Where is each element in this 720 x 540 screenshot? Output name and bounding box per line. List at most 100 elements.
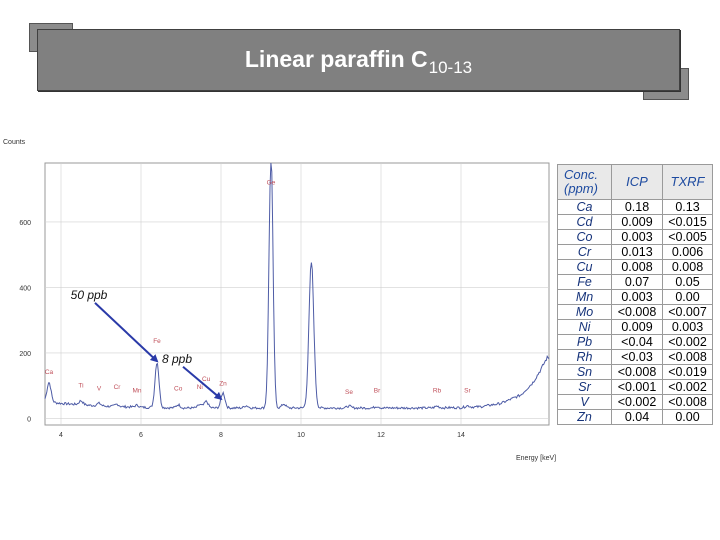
table-row: Sn <0.008 <0.019: [557, 364, 713, 380]
element-label: Fe: [153, 338, 161, 345]
concentration-table: Conc. (ppm) ICP TXRF Ca 0.18 0.13 Cd 0.009 <0…: [557, 164, 713, 425]
txrf-value: 0.05: [662, 274, 713, 290]
txrf-value: <0.007: [662, 304, 713, 320]
element-cell: V: [557, 394, 612, 410]
element-label: Sr: [464, 387, 471, 394]
icp-value: <0.03: [611, 349, 663, 365]
table-row: V <0.002 <0.008: [557, 394, 713, 410]
txrf-value: <0.002: [662, 334, 713, 350]
slide-title: Linear paraffin C10-13: [38, 46, 679, 78]
icp-value: <0.008: [611, 364, 663, 380]
table-row: Cr 0.013 0.006: [557, 244, 713, 260]
element-cell: Fe: [557, 274, 612, 290]
x-tick-label: 4: [59, 432, 63, 439]
table-row: Zn 0.04 0.00: [557, 409, 713, 425]
element-label: Br: [374, 387, 381, 394]
x-tick-label: 10: [297, 432, 305, 439]
table-row: Mn 0.003 0.00: [557, 289, 713, 305]
txrf-value: 0.003: [662, 319, 713, 335]
spectrum-line: [44, 162, 550, 411]
table-row: Pb <0.04 <0.002: [557, 334, 713, 350]
element-label: V: [97, 386, 102, 393]
element-label: Cu: [202, 376, 211, 383]
icp-value: <0.008: [611, 304, 663, 320]
element-cell: Ni: [557, 319, 612, 335]
annotation-arrow: [182, 366, 223, 401]
txrf-value: 0.00: [662, 289, 713, 305]
x-axis-label: Energy [keV]: [516, 455, 556, 462]
y-tick-label: 0: [27, 416, 31, 423]
icp-value: 0.003: [611, 229, 663, 245]
txrf-value: 0.006: [662, 244, 713, 260]
element-label: Ni: [197, 384, 203, 391]
icp-value: 0.008: [611, 259, 663, 275]
table-row: Ni 0.009 0.003: [557, 319, 713, 335]
x-tick-label: 14: [457, 432, 465, 439]
table-row: Sr <0.001 <0.002: [557, 379, 713, 395]
icp-value: 0.009: [611, 214, 663, 230]
element-cell: Pb: [557, 334, 612, 350]
txrf-value: <0.002: [662, 379, 713, 395]
element-cell: Sn: [557, 364, 612, 380]
icp-value: 0.07: [611, 274, 663, 290]
x-tick-label: 12: [377, 432, 385, 439]
element-label: Ge: [267, 179, 276, 186]
icp-value: 0.18: [611, 199, 663, 215]
table-row: Fe 0.07 0.05: [557, 274, 713, 290]
title-subscript: 10-13: [428, 58, 473, 77]
element-label: Co: [174, 386, 183, 393]
table-row: Rh <0.03 <0.008: [557, 349, 713, 365]
txrf-value: <0.005: [662, 229, 713, 245]
element-cell: Cu: [557, 259, 612, 275]
y-tick-label: 600: [19, 220, 31, 227]
icp-value: 0.04: [611, 409, 663, 425]
element-label: Ti: [78, 382, 83, 389]
element-label: Rb: [433, 387, 442, 394]
table-row: Ca 0.18 0.13: [557, 199, 713, 215]
y-tick-label: 200: [19, 351, 31, 358]
element-cell: Sr: [557, 379, 612, 395]
x-tick-label: 8: [219, 432, 223, 439]
gridlines: [45, 163, 549, 425]
element-label: Ca: [45, 369, 54, 376]
header-txrf: TXRF: [662, 164, 713, 200]
txrf-value: <0.008: [662, 394, 713, 410]
element-label: Se: [345, 389, 353, 396]
title-banner: Linear paraffin C10-13: [37, 29, 680, 91]
txrf-value: 0.008: [662, 259, 713, 275]
element-cell: Cr: [557, 244, 612, 260]
table-row: Cu 0.008 0.008: [557, 259, 713, 275]
txrf-value: 0.00: [662, 409, 713, 425]
table-row: Mo <0.008 <0.007: [557, 304, 713, 320]
element-cell: Zn: [557, 409, 612, 425]
icp-value: 0.013: [611, 244, 663, 260]
txrf-value: 0.13: [662, 199, 713, 215]
element-label: Cr: [114, 384, 122, 391]
header-icp: ICP: [611, 164, 663, 200]
icp-value: <0.04: [611, 334, 663, 350]
plot-area: [44, 162, 550, 426]
icp-value: <0.002: [611, 394, 663, 410]
element-label: Mn: [132, 387, 141, 394]
element-cell: Rh: [557, 349, 612, 365]
axis-ticks: 4 6 8 10 12 14 0 200 400 600: [19, 220, 465, 439]
icp-value: 0.009: [611, 319, 663, 335]
txrf-value: <0.019: [662, 364, 713, 380]
element-cell: Co: [557, 229, 612, 245]
element-cell: Mn: [557, 289, 612, 305]
icp-value: <0.001: [611, 379, 663, 395]
x-tick-label: 6: [139, 432, 143, 439]
y-tick-label: 400: [19, 285, 31, 292]
element-label: Zn: [219, 381, 227, 388]
txrf-value: <0.008: [662, 349, 713, 365]
element-cell: Ca: [557, 199, 612, 215]
annotation-arrow: [94, 302, 159, 363]
table-row: Co 0.003 <0.005: [557, 229, 713, 245]
concentration-annotation: 8 ppb: [162, 352, 192, 366]
table-row: Cd 0.009 <0.015: [557, 214, 713, 230]
annotations: 50 ppb 8 ppb: [71, 288, 223, 401]
y-axis-label: Counts: [3, 139, 26, 146]
element-cell: Cd: [557, 214, 612, 230]
